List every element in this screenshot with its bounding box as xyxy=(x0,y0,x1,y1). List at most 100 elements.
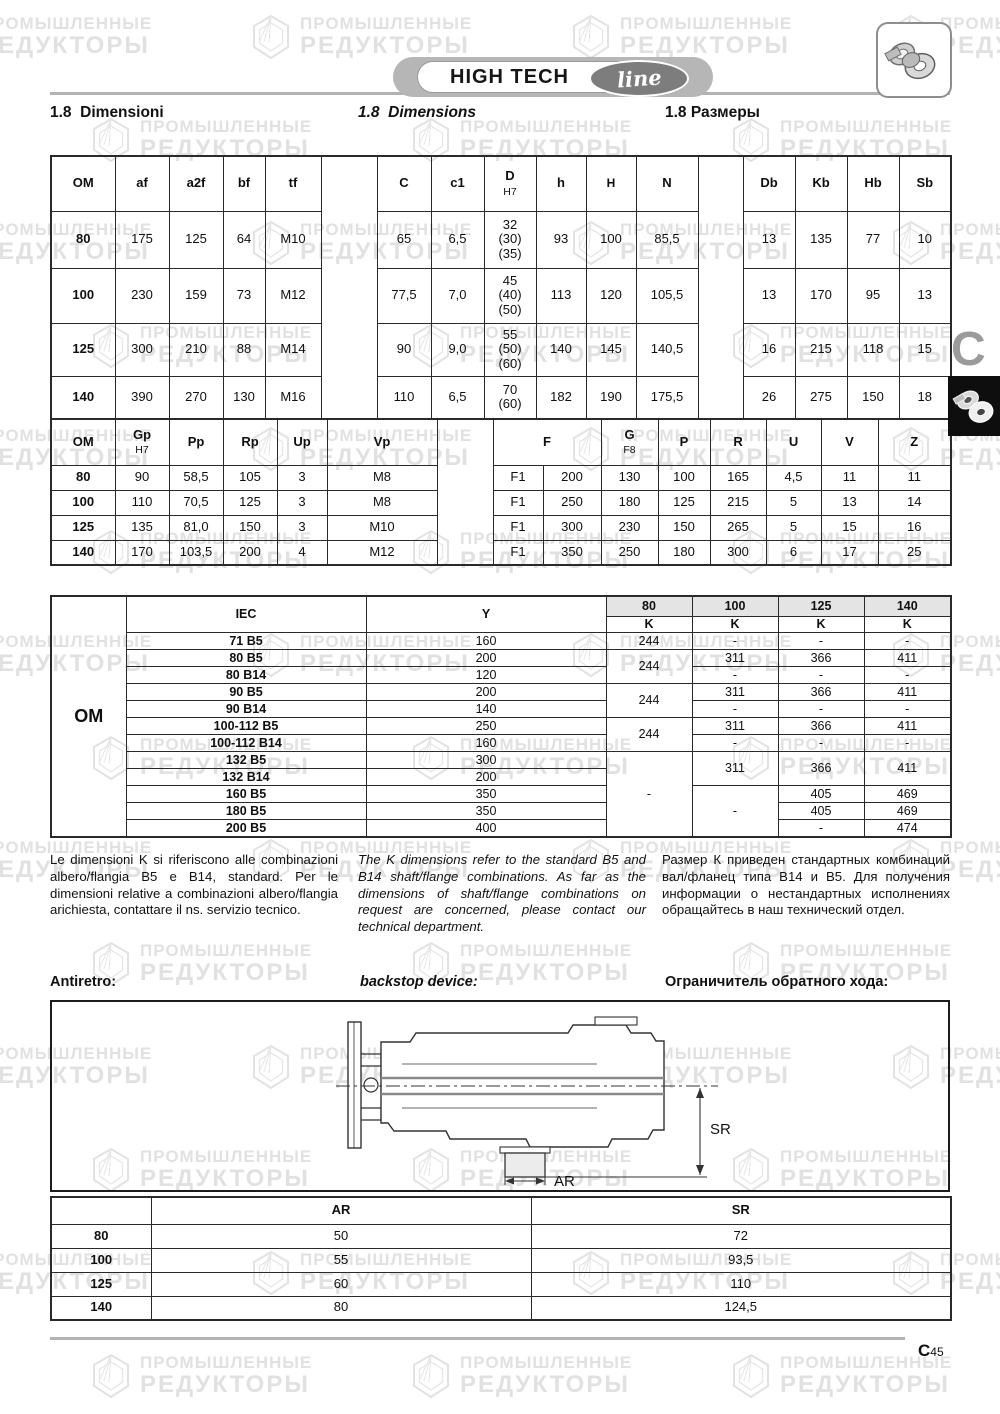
table-cell: bf xyxy=(222,155,266,212)
table-cell: 150 xyxy=(657,514,711,541)
table-cell: K xyxy=(691,615,779,633)
table-cell: 159 xyxy=(168,267,224,324)
table-cell: 110 xyxy=(530,1271,952,1297)
table-cell: Up xyxy=(276,418,328,466)
table-cell: V xyxy=(820,418,879,466)
table-cell: K xyxy=(777,615,865,633)
table-cell: - xyxy=(691,699,779,718)
table-cell: 77 xyxy=(846,210,900,269)
table-cell: 411 xyxy=(863,682,952,701)
table-cell: 200 B5 xyxy=(125,818,367,838)
backstop-heading-en: backstop device: xyxy=(360,974,478,990)
table-cell: 230 xyxy=(114,267,170,324)
table-cell: 170 xyxy=(794,267,848,324)
bearing-circle xyxy=(363,1077,379,1093)
table-cell: 88 xyxy=(222,322,266,377)
table-cell: a2f xyxy=(168,155,224,212)
dimensions-table-flange-grid: OM Gp H7 Pp Rp Up Vp F G F8 P R U V Z 80 90 58,5 105 3 M8 F1 2… xyxy=(50,418,953,566)
table-cell: 125 xyxy=(50,514,116,541)
table-cell: 244 xyxy=(605,631,693,650)
table-cell: 474 xyxy=(863,818,952,838)
table-cell: 366 xyxy=(777,716,865,735)
table-cell: - xyxy=(777,665,865,684)
chapter-tab-letter: C xyxy=(951,323,986,376)
table-cell: 110 xyxy=(114,489,170,516)
table-cell: 93 xyxy=(535,210,587,269)
table-cell: AR xyxy=(150,1196,532,1225)
table-cell: 13 xyxy=(898,267,952,324)
table-cell: - xyxy=(777,631,865,650)
table-cell: 10 xyxy=(898,210,952,269)
table-cell: 100 xyxy=(50,1247,152,1273)
table-cell: 6,5 xyxy=(430,210,485,269)
table-cell: 411 xyxy=(863,750,952,786)
table-cell: 55 (50) (60) xyxy=(483,322,537,377)
table-cell: 32 (30) (35) xyxy=(483,210,537,269)
table-cell: OM xyxy=(50,155,116,212)
table-cell: 120 xyxy=(585,267,637,324)
table-cell: 125 xyxy=(657,489,711,516)
watermark-hexagon-icon xyxy=(573,14,609,60)
table-cell: 6 xyxy=(765,539,822,566)
note-ru: Размер К приведен стандартных комбинаций… xyxy=(662,852,950,918)
backstop-drawing-frame: SR AR xyxy=(50,1000,950,1192)
table-cell: M8 xyxy=(326,464,438,491)
table-cell: 311 xyxy=(691,716,779,735)
table-cell: - xyxy=(691,733,779,752)
table-cell: 11 xyxy=(877,464,952,491)
table-cell: Y xyxy=(365,595,607,633)
table-cell: 200 xyxy=(365,767,607,786)
table-cell: 4,5 xyxy=(765,464,822,491)
table-cell: 15 xyxy=(898,322,952,377)
table-cell: 130 xyxy=(222,375,266,420)
table-cell: C xyxy=(376,155,432,212)
gearbox-icon xyxy=(884,42,936,80)
table-cell: 200 xyxy=(365,682,607,701)
table-cell: - xyxy=(691,665,779,684)
table-cell: 244 xyxy=(605,648,693,684)
table-cell: SR xyxy=(530,1196,952,1225)
table-cell: 180 xyxy=(657,539,711,566)
table-cell: 3 xyxy=(276,514,328,541)
table-cell: 140 xyxy=(50,1295,152,1321)
table-cell: U xyxy=(765,418,822,466)
table-cell: 300 xyxy=(365,750,607,769)
table-cell: 58,5 xyxy=(168,464,224,491)
table-cell: F1 xyxy=(492,539,544,566)
table-cell: 125 xyxy=(50,1271,152,1297)
table-cell: 64 xyxy=(222,210,266,269)
table-cell: 100-112 B5 xyxy=(125,716,367,735)
table-cell: G F8 xyxy=(600,418,659,466)
table-cell: IEC xyxy=(125,595,367,633)
table-cell: 4 xyxy=(276,539,328,566)
chapter-tab-box xyxy=(948,376,1000,436)
table-cell: 13 xyxy=(820,489,879,516)
table-cell: 250 xyxy=(600,539,659,566)
table-cell: H xyxy=(585,155,637,212)
table-cell: Kb xyxy=(794,155,848,212)
table-cell: 80 B14 xyxy=(125,665,367,684)
table-cell: 7,0 xyxy=(430,267,485,324)
table-cell: 100 xyxy=(585,210,637,269)
table-cell: 250 xyxy=(542,489,602,516)
table-cell: M10 xyxy=(264,210,322,269)
chapter-letter: C xyxy=(918,1341,931,1360)
table-cell: - xyxy=(691,784,779,838)
logo-text: HIGH TECH xyxy=(450,65,569,88)
table-cell: 140 xyxy=(50,375,116,420)
ar-label: AR xyxy=(554,1173,575,1186)
table-cell: - xyxy=(777,818,865,838)
iec-k-table-grid: OM IEC Y 80 100 125 140 K K K K 71 B5 160 244- - -80 B5… xyxy=(50,595,952,838)
table-cell: 118 xyxy=(846,322,900,377)
table-cell: 9,0 xyxy=(430,322,485,377)
table-cell: 135 xyxy=(794,210,848,269)
table-cell: 100 xyxy=(657,464,711,491)
table-cell: 140 xyxy=(50,539,116,566)
table-cell: 215 xyxy=(709,489,767,516)
page-number: C45 xyxy=(918,1341,944,1361)
table-cell: 140 xyxy=(365,699,607,718)
table-cell: Sb xyxy=(898,155,952,212)
table-cell: Vp xyxy=(326,418,438,466)
